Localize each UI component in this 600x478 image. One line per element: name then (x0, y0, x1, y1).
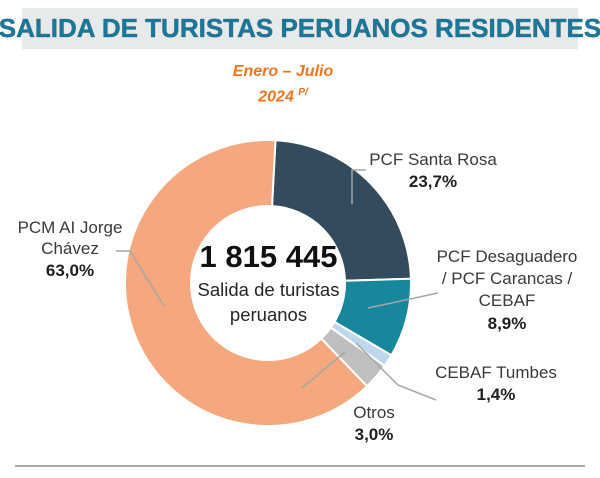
slice-percent: 8,9% (487, 314, 527, 333)
slice-name-line: PCF Desaguadero (436, 247, 578, 266)
slice-percent: 3,0% (354, 425, 394, 444)
donut-slices-group (124, 139, 412, 428)
slice-label-pcf-desaguadero-carancas-cebaf: PCF Desaguadero / PCF Carancas / CEBAF 8… (421, 246, 593, 335)
slice-percent: 1,4% (476, 385, 516, 404)
total-value: 1 815 445 (199, 239, 338, 274)
slice-name-line: CEBAF (478, 291, 536, 310)
slice-name: PCF Santa Rosa (369, 150, 497, 169)
leader-line-otros (301, 351, 346, 389)
subtitle-period: Enero – Julio (232, 63, 334, 80)
leader-line-cebaf-tumbes (355, 342, 437, 401)
slice-name: CEBAF Tumbes (435, 363, 557, 382)
title-bar: SALIDA DE TURISTAS PERUANOS RESIDENTES (0, 8, 600, 49)
subtitle: Enero – Julio 2024 P/ (183, 61, 383, 107)
slice-name: Otros (353, 403, 395, 422)
slice-percent: 63,0% (45, 261, 95, 280)
slice-percent: 23,7% (408, 172, 458, 191)
slice-label-otros: Otros 3,0% (324, 402, 424, 445)
year-superscript: P/ (298, 87, 308, 98)
leader-line-pcm-ai-jorge-chavez (116, 250, 165, 307)
center-caption: Salida de turistas peruanos (197, 279, 340, 325)
page-title: SALIDA DE TURISTAS PERUANOS RESIDENTES (0, 13, 600, 44)
leader-line-pcf-desaguadero (367, 292, 439, 309)
leader-line-pcf-santa-rosa (351, 169, 366, 204)
slice-name-line: Chávez (41, 239, 99, 258)
slice-name-line: PCM AI Jorge (17, 218, 123, 237)
bottom-divider (15, 465, 585, 467)
subtitle-year: 2024 P/ (258, 87, 308, 106)
slice-label-cebaf-tumbes: CEBAF Tumbes 1,4% (421, 362, 571, 405)
donut-slice-pcf-santa-rosa (271, 139, 412, 282)
donut-slice-pcm-ai-jorge-chavez (124, 139, 368, 428)
slice-label-pcf-santa-rosa: PCF Santa Rosa 23,7% (348, 149, 518, 192)
slice-name-line: / PCF Carancas / (441, 269, 573, 288)
slice-label-pcm-ai-jorge-chavez: PCM AI Jorge Chávez 63,0% (6, 217, 134, 281)
donut-center-label: 1 815 445 Salida de turistas peruanos (181, 240, 356, 327)
